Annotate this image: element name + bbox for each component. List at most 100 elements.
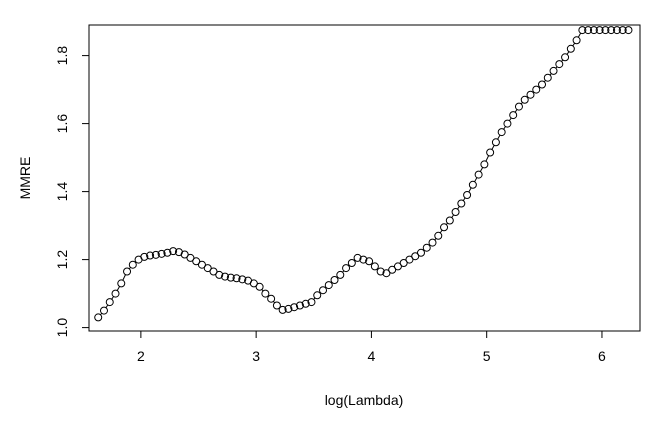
data-point [359,255,368,264]
y-tick-label: 1.0 [54,318,70,338]
data-point [249,279,258,288]
data-point [474,170,483,179]
data-point [301,299,310,308]
x-tick-label: 3 [252,348,260,364]
data-point [405,255,414,264]
data-point [140,252,149,261]
data-point [336,270,345,279]
data-point [192,257,201,266]
data-point [422,243,431,252]
data-point [468,180,477,189]
data-point [365,257,374,266]
data-point [595,26,604,35]
data-point [209,267,218,276]
series-segment [485,155,490,162]
data-point [440,223,449,232]
data-point [584,26,593,35]
data-point [491,138,500,147]
data-point [261,289,270,298]
data-point [457,199,466,208]
data-point [290,303,299,312]
series-segment [116,286,120,291]
data-point [123,267,132,276]
data-point [169,247,178,256]
series-segment [497,134,501,140]
series-segment [111,296,114,300]
series-segment [503,126,506,130]
y-tick-label: 1.4 [54,182,70,202]
data-point [347,259,356,267]
data-point [561,53,570,62]
series-segment [474,177,478,182]
data-point [203,264,212,273]
data-point [503,119,512,128]
data-point [572,36,581,45]
x-tick-label: 2 [137,348,145,364]
data-point [555,60,564,69]
data-point [99,306,108,315]
data-point [226,273,235,282]
y-tick-label: 1.2 [54,250,70,270]
series-segment [122,274,126,281]
data-point [526,90,535,99]
data-point [538,80,547,89]
data-point [497,128,506,137]
data-point [197,260,206,269]
data-point [353,253,362,262]
series-segment [105,304,109,308]
data-point [618,26,627,35]
data-point [163,248,172,257]
series-segment [577,32,582,38]
data-point [566,44,575,53]
y-axis-title: MMRE [17,157,33,200]
data-point [319,286,328,295]
series-segment [451,214,455,218]
data-point [399,259,408,267]
data-point [180,250,189,259]
data-point [232,274,241,283]
x-tick-label: 6 [598,348,606,364]
data-point [111,289,120,298]
x-tick-label: 4 [368,348,376,364]
data-point [601,26,610,35]
data-point [151,250,160,259]
data-point [157,249,166,258]
data-point [278,305,287,314]
data-point [255,282,264,291]
x-tick-label: 5 [483,348,491,364]
data-point [624,26,633,35]
data-point [146,251,155,260]
data-point [451,208,460,216]
x-axis-title: log(Lambda) [325,392,404,408]
data-point [307,298,316,307]
data-point [272,301,281,310]
data-point [445,216,454,225]
data-point [128,260,137,269]
y-tick-label: 1.6 [54,114,70,134]
data-point [549,66,558,75]
data-point [416,248,425,257]
data-point [94,313,103,322]
data-point [324,281,333,290]
data-point [342,264,351,273]
data-point [463,191,472,199]
data-point [117,279,126,288]
x-axis: 2 3 4 5 6 [137,330,606,364]
series-segment [462,197,466,201]
data-point [382,269,391,278]
series-segment [491,145,495,150]
data-point [238,275,247,284]
series [94,26,633,322]
series-segment [479,167,484,172]
data-point [480,160,489,169]
data-point [578,26,587,35]
data-point [612,26,621,35]
data-point [428,238,437,247]
data-point [295,301,304,310]
series-segment [566,51,570,55]
data-point [589,26,598,35]
data-point [520,95,529,104]
series-segment [468,187,472,193]
data-point [284,304,293,313]
